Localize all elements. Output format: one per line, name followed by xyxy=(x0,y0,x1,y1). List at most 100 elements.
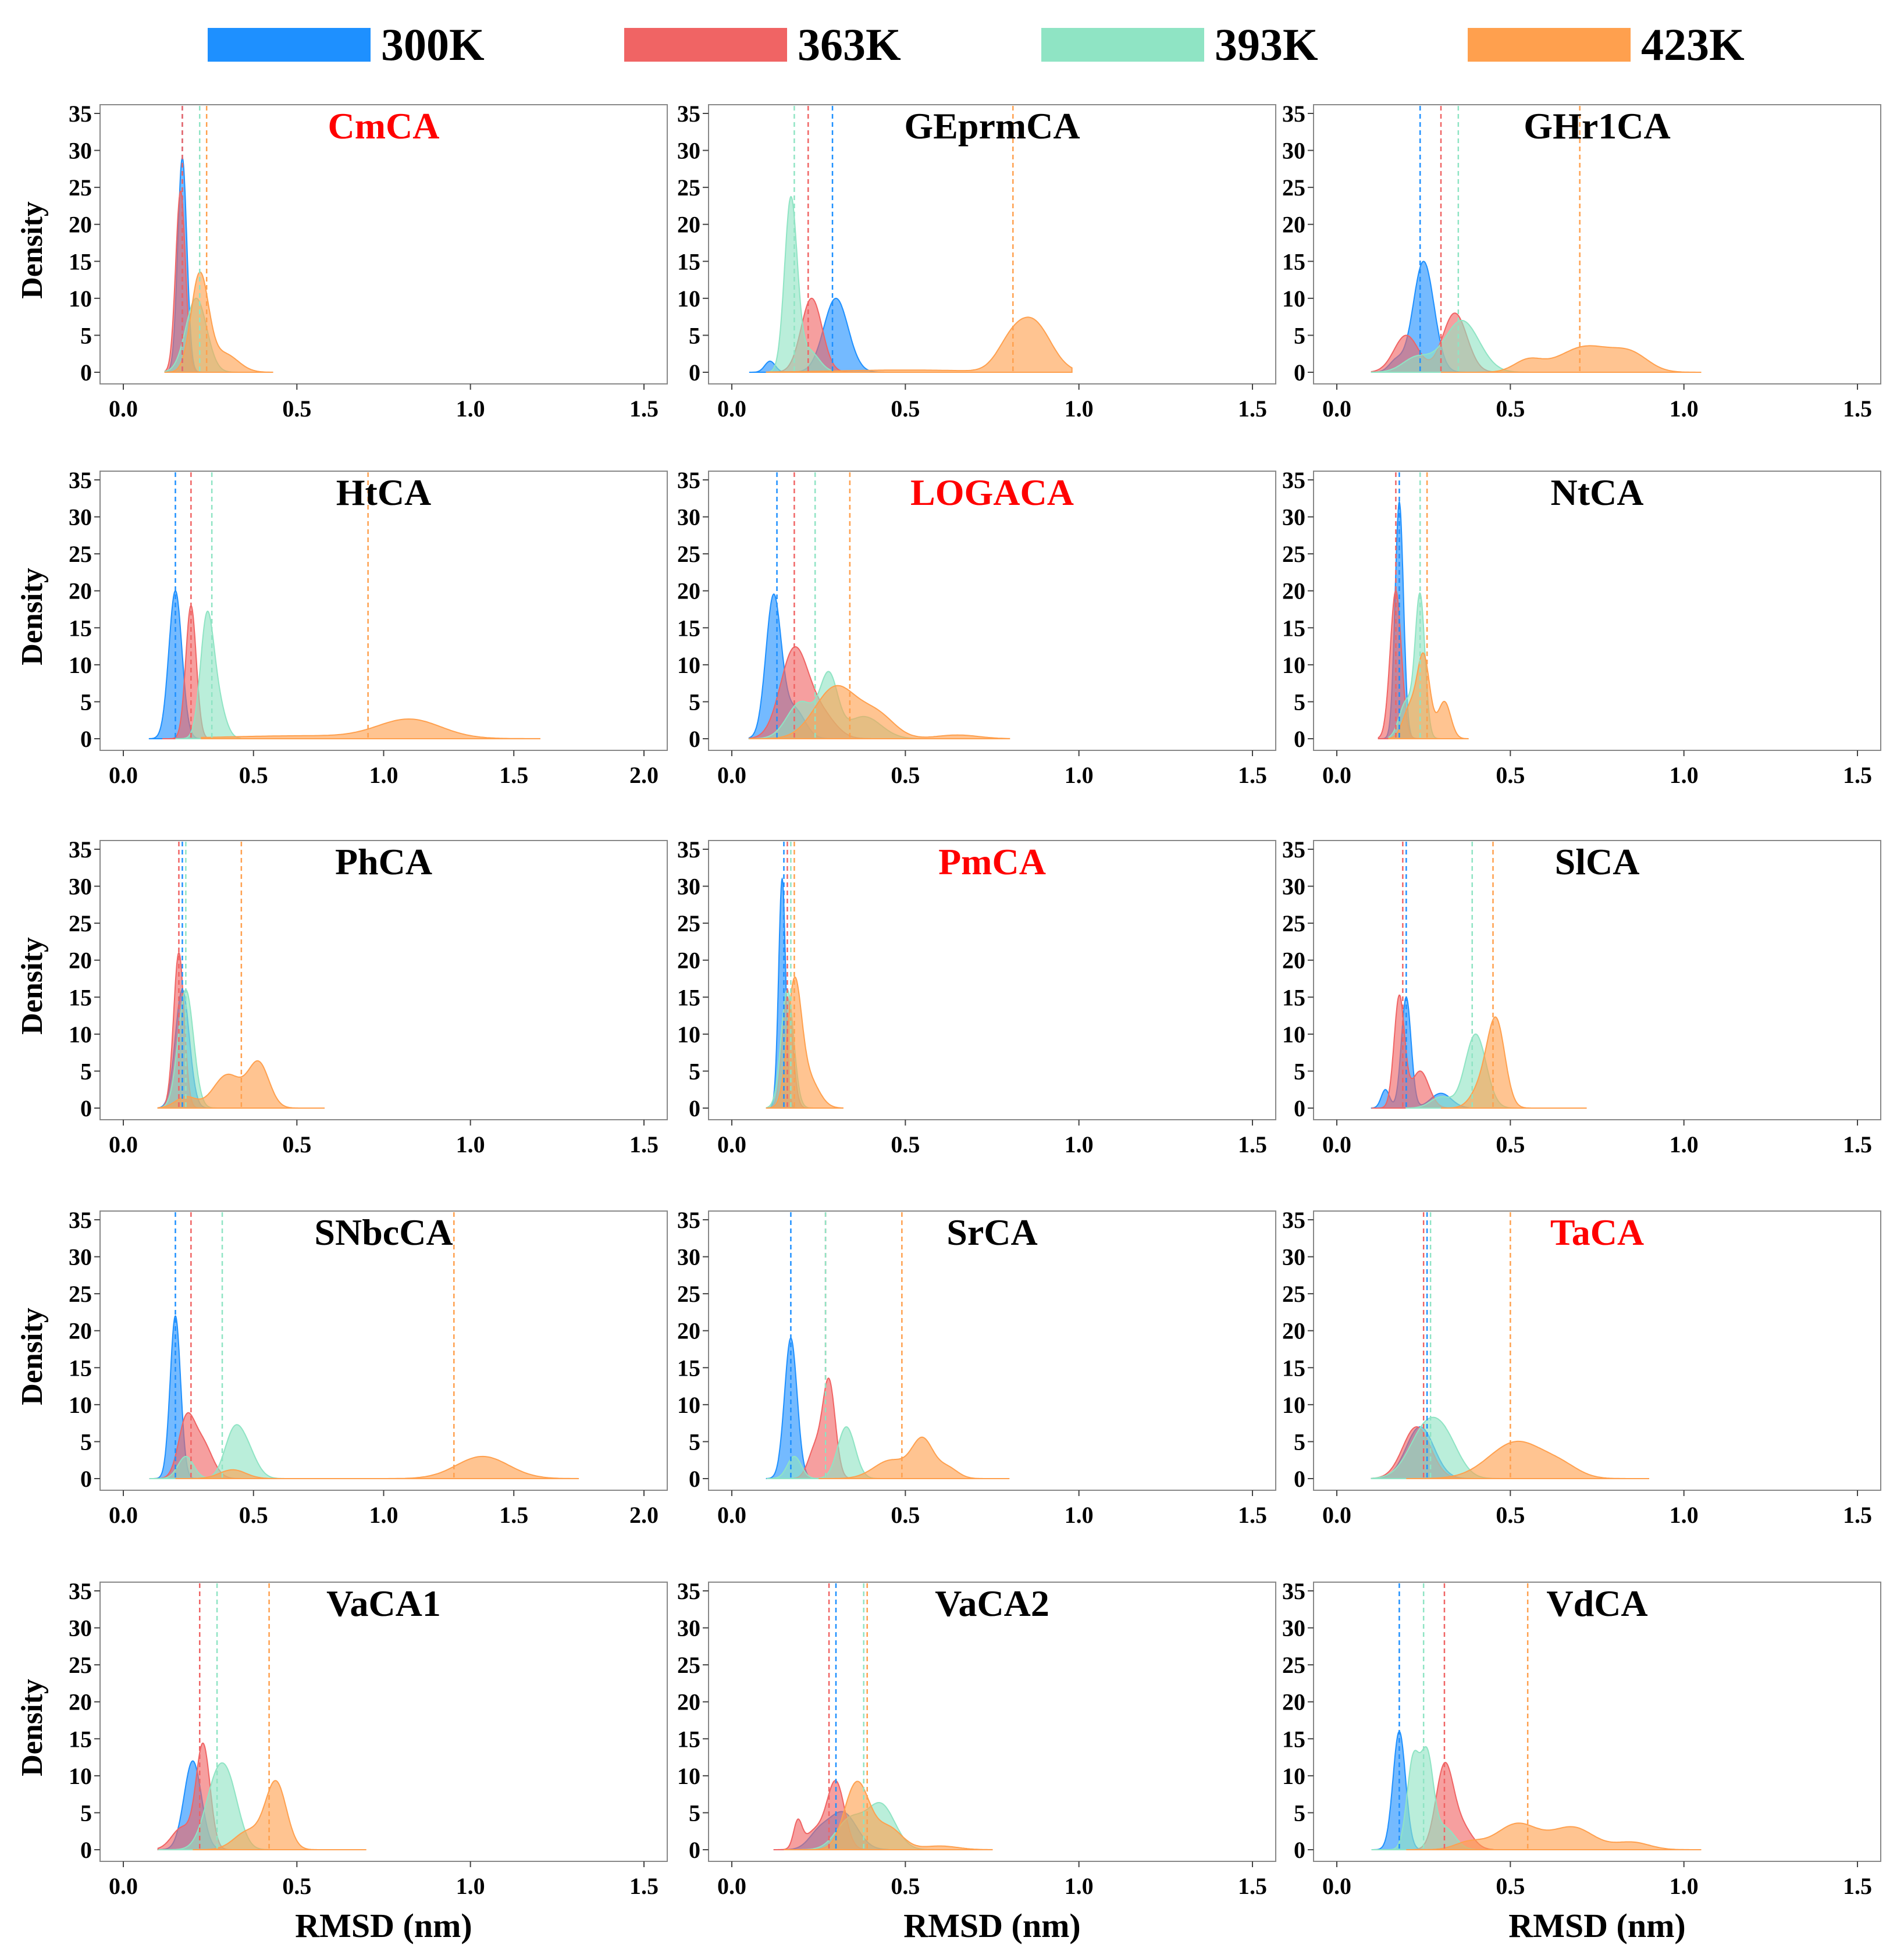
panel-title: SNbcCA xyxy=(314,1212,453,1253)
panel-title: VaCA2 xyxy=(935,1583,1049,1624)
panel-vaca2: 0 5 10 15 20 25 30 35 0.0 0.5 1.0 1.5 VaCA2 RMSD (nm) xyxy=(677,1578,1276,1945)
x-tick-label: 0.0 xyxy=(717,396,746,422)
y-tick-label: 5 xyxy=(1294,689,1305,715)
density-423k xyxy=(784,1780,993,1850)
y-tick-label: 30 xyxy=(69,138,92,164)
y-tick-label: 0 xyxy=(689,1095,700,1121)
y-tick-label: 0 xyxy=(1294,1095,1305,1121)
y-tick-label: 30 xyxy=(677,1615,700,1641)
x-tick-label: 1.5 xyxy=(499,762,528,788)
y-tick-label: 10 xyxy=(1282,652,1305,678)
panel-vaca1: 0 5 10 15 20 25 30 35 0.0 0.5 1.0 1.5 VaCA1 Density RM… xyxy=(16,1578,668,1945)
y-tick-label: 35 xyxy=(677,1207,700,1233)
y-tick-label: 25 xyxy=(677,175,700,201)
x-tick-label: 1.0 xyxy=(456,1873,485,1899)
y-tick-label: 15 xyxy=(677,984,700,1010)
x-tick-label: 0.0 xyxy=(717,1131,746,1158)
y-tick-label: 20 xyxy=(677,578,700,604)
x-tick-label: 1.0 xyxy=(1065,1131,1094,1158)
y-tick-label: 20 xyxy=(1282,1689,1305,1715)
y-tick-label: 30 xyxy=(1282,874,1305,900)
legend-label-423k: 423K xyxy=(1641,19,1745,70)
x-tick-label: 0.0 xyxy=(1322,762,1351,788)
x-tick-label: 1.0 xyxy=(1670,396,1699,422)
x-tick-label: 1.0 xyxy=(1670,1873,1699,1899)
y-tick-label: 20 xyxy=(69,212,92,238)
plot-frame xyxy=(1313,471,1881,751)
y-tick-label: 10 xyxy=(69,652,92,678)
y-tick-label: 10 xyxy=(677,1763,700,1789)
x-tick-label: 1.0 xyxy=(1670,762,1699,788)
y-tick-label: 30 xyxy=(1282,1244,1305,1270)
legend-swatch-300k xyxy=(208,28,371,62)
y-tick-label: 30 xyxy=(69,1244,92,1270)
density-423k xyxy=(193,1780,366,1850)
y-tick-label: 15 xyxy=(1282,615,1305,641)
y-tick-label: 20 xyxy=(1282,948,1305,974)
x-tick-label: 1.5 xyxy=(1843,1131,1872,1158)
x-tick-label: 0.5 xyxy=(282,1873,311,1899)
y-axis-label: Density xyxy=(16,568,49,665)
panel-slca: 0 5 10 15 20 25 30 35 0.0 0.5 1.0 1.5 SlCA xyxy=(1282,836,1881,1158)
x-tick-label: 0.5 xyxy=(891,1131,920,1158)
y-tick-label: 30 xyxy=(69,874,92,900)
x-tick-label: 1.5 xyxy=(1843,396,1872,422)
y-tick-label: 5 xyxy=(689,1058,700,1084)
density-423k xyxy=(818,1436,1010,1479)
x-tick-label: 1.5 xyxy=(1238,1131,1267,1158)
y-tick-label: 20 xyxy=(1282,578,1305,604)
y-tick-label: 5 xyxy=(1294,1429,1305,1455)
panel-geprmca: 0 5 10 15 20 25 30 35 0.0 0.5 1.0 1.5 GEprmCA xyxy=(677,101,1276,422)
y-tick-label: 5 xyxy=(80,1058,92,1084)
x-tick-label: 1.5 xyxy=(1238,762,1267,788)
y-tick-label: 5 xyxy=(80,1429,92,1455)
y-tick-label: 0 xyxy=(689,1837,700,1863)
y-tick-label: 25 xyxy=(677,1281,700,1307)
y-tick-label: 0 xyxy=(1294,1466,1305,1492)
x-tick-label: 1.0 xyxy=(1065,396,1094,422)
legend-item-300k: 300K xyxy=(208,22,485,67)
legend-label-393k: 393K xyxy=(1215,19,1318,70)
y-tick-label: 35 xyxy=(677,836,700,863)
y-tick-label: 35 xyxy=(677,1578,700,1604)
y-tick-label: 35 xyxy=(1282,467,1305,493)
plot-frame xyxy=(708,1210,1276,1491)
y-tick-label: 20 xyxy=(677,1689,700,1715)
panel-cmca: 0 5 10 15 20 25 30 35 0.0 0.5 1.0 1.5 CmCA Density xyxy=(16,101,668,422)
x-tick-label: 0.5 xyxy=(282,1131,311,1158)
y-axis-label: Density xyxy=(16,937,49,1035)
density-423k xyxy=(175,1455,579,1479)
y-tick-label: 35 xyxy=(69,101,92,127)
y-tick-label: 5 xyxy=(80,322,92,348)
y-tick-label: 10 xyxy=(1282,1021,1305,1048)
y-tick-label: 35 xyxy=(1282,836,1305,863)
y-tick-label: 0 xyxy=(80,1095,92,1121)
y-tick-label: 30 xyxy=(677,874,700,900)
y-axis-label: Density xyxy=(16,1308,49,1405)
y-tick-label: 35 xyxy=(69,467,92,493)
y-tick-label: 10 xyxy=(1282,286,1305,312)
x-tick-label: 1.5 xyxy=(629,1131,659,1158)
x-tick-label: 0.0 xyxy=(109,1131,138,1158)
panel-vdca: 0 5 10 15 20 25 30 35 0.0 0.5 1.0 1.5 VdCA RMSD (nm) xyxy=(1282,1578,1881,1945)
x-tick-label: 1.5 xyxy=(1238,1502,1267,1528)
x-tick-label: 0.5 xyxy=(1496,1131,1525,1158)
y-tick-label: 15 xyxy=(69,984,92,1010)
x-tick-label: 1.5 xyxy=(1238,396,1267,422)
y-tick-label: 10 xyxy=(69,286,92,312)
x-tick-label: 1.0 xyxy=(456,1131,485,1158)
y-tick-label: 5 xyxy=(689,1800,700,1826)
x-tick-label: 0.0 xyxy=(1322,1131,1351,1158)
density-393k xyxy=(149,1424,285,1479)
y-tick-label: 0 xyxy=(80,726,92,752)
y-tick-label: 0 xyxy=(689,726,700,752)
density-423k xyxy=(1406,1822,1702,1850)
y-tick-label: 35 xyxy=(1282,101,1305,127)
y-tick-label: 15 xyxy=(69,1726,92,1752)
y-tick-label: 20 xyxy=(69,1689,92,1715)
panel-title: VdCA xyxy=(1546,1583,1647,1624)
x-tick-label: 0.0 xyxy=(109,396,138,422)
panel-title: VaCA1 xyxy=(326,1583,441,1624)
x-tick-label: 0.0 xyxy=(717,1502,746,1528)
panel-snbcca: 0 5 10 15 20 25 30 35 0.0 0.5 1.0 1.5 2.0 SNbcCA Densi… xyxy=(16,1207,668,1528)
